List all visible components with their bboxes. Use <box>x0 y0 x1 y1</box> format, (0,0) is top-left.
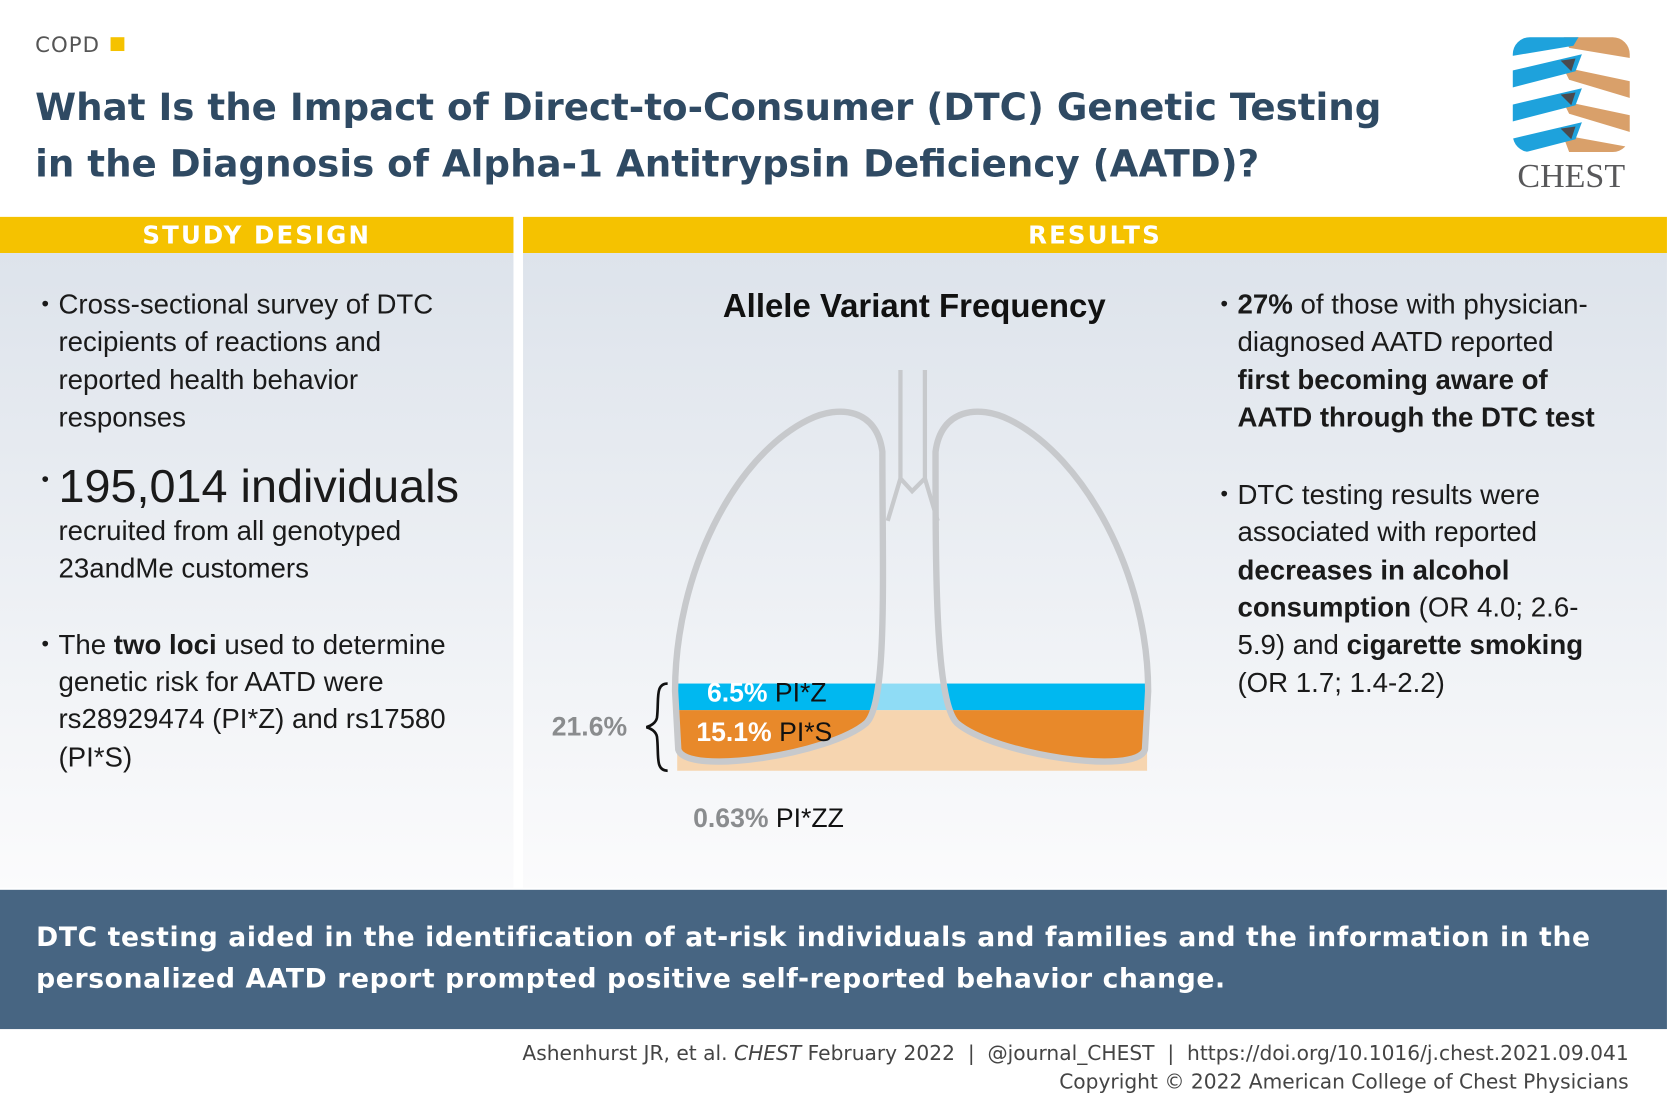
individuals-count: 195,014 individuals <box>58 460 459 513</box>
citation-date: February 2022 <box>801 1041 955 1066</box>
text-line: DTC testing results were <box>1237 478 1541 511</box>
pi-z-label: 6.5% PI*Z <box>707 678 827 709</box>
text-line: Cross-sectional survey of DTC <box>58 288 434 320</box>
pi-s-value: 15.1% <box>696 717 772 748</box>
bold-text: 27% <box>1237 288 1293 320</box>
pi-z-value: 6.5% <box>706 678 768 709</box>
title-line-1: What Is the Impact of Direct-to-Consumer… <box>35 87 1382 130</box>
chest-logo: CHEST <box>1512 37 1630 195</box>
separator: | <box>1167 1041 1175 1066</box>
text-line: rs28929474 (PI*Z) and rs17580 <box>58 703 446 736</box>
logo-text: CHEST <box>1517 158 1625 194</box>
separator: | <box>967 1041 975 1066</box>
results-bullet-2: DTC testing results were associated with… <box>1220 476 1645 701</box>
copyright: Copyright © 2022 American College of Che… <box>1059 1070 1629 1094</box>
text-line: diagnosed AATD reported <box>1237 325 1554 358</box>
text-line: reported health behavior <box>58 363 359 396</box>
study-bullet-1: Cross-sectional survey of DTC recipients… <box>41 286 509 436</box>
study-bullets: Cross-sectional survey of DTC recipients… <box>41 286 509 776</box>
title-line-2: in the Diagnosis of Alpha-1 Antitrypsin … <box>35 143 1260 187</box>
pi-zz-name: PI*ZZ <box>775 803 844 834</box>
twitter-handle-link[interactable]: @journal_CHEST <box>987 1041 1155 1066</box>
text: The <box>58 628 114 660</box>
text-line: responses <box>58 400 187 433</box>
text-line: (OR 1.7; 1.4-2.2) <box>1237 666 1445 699</box>
chart-title: Allele Variant Frequency <box>722 287 1106 325</box>
text-line: 23andMe customers <box>58 552 309 585</box>
bold-text: first becoming aware of <box>1237 363 1548 396</box>
category-label: COPD <box>35 31 101 58</box>
study-bullet-3: The two loci used to determine genetic r… <box>41 626 509 776</box>
bold-text: AATD through the DTC test <box>1237 400 1595 433</box>
text: 5.9) and <box>1237 628 1347 661</box>
citation-journal: CHEST <box>733 1041 802 1066</box>
bold-text: two loci <box>113 628 217 660</box>
text-line: recipients of reactions and <box>58 325 382 358</box>
conclusion-band <box>0 889 1667 1030</box>
page-title: What Is the Impact of Direct-to-Consumer… <box>35 81 1460 194</box>
total-label: 21.6% <box>551 712 628 743</box>
conclusion-line-2: personalized AATD report prompted positi… <box>36 963 1226 994</box>
text: (OR 4.0; 2.6- <box>1410 591 1579 624</box>
citation-author: Ashenhurst JR, et al. <box>522 1041 734 1066</box>
text: used to determine <box>216 628 446 660</box>
doi-link[interactable]: https://doi.org/10.1016/j.chest.2021.09.… <box>1187 1041 1629 1066</box>
pi-zz-label: 0.63% PI*ZZ <box>693 804 844 835</box>
study-bullet-2: 195,014 individuals recruited from all g… <box>41 460 509 588</box>
lung-outline <box>671 369 1152 765</box>
text-line: associated with reported <box>1237 516 1538 549</box>
study-design-heading: STUDY DESIGN <box>0 216 514 254</box>
results-bullets: 27% of those with physician- diagnosed A… <box>1220 286 1645 702</box>
pi-s-name: PI*S <box>779 717 833 748</box>
results-heading: RESULTS <box>523 216 1667 254</box>
category-tag: COPD <box>35 31 125 58</box>
lung-chart <box>645 369 1152 773</box>
bold-text: consumption <box>1237 591 1411 624</box>
pi-z-name: PI*Z <box>774 678 827 709</box>
text-line: (PI*S) <box>58 740 133 773</box>
citation: Ashenhurst JR, et al. CHEST February 202… <box>522 1042 1628 1065</box>
text-line: recruited from all genotyped <box>58 514 402 547</box>
bold-text: cigarette smoking <box>1346 628 1584 661</box>
results-bullet-1: 27% of those with physician- diagnosed A… <box>1220 286 1645 436</box>
category-square-icon <box>110 37 125 52</box>
text-line: genetic risk for AATD were <box>58 665 384 698</box>
text: of those with physician- <box>1292 288 1588 320</box>
pi-s-label: 15.1% PI*S <box>696 718 832 749</box>
pi-zz-value: 0.63% <box>693 803 769 834</box>
bold-text: decreases in alcohol <box>1237 553 1510 586</box>
study-design-panel: Cross-sectional survey of DTC recipients… <box>0 253 514 888</box>
conclusion-text: DTC testing aided in the identification … <box>36 916 1631 999</box>
conclusion-line-1: DTC testing aided in the identification … <box>36 921 1591 953</box>
brace-icon <box>645 682 668 773</box>
